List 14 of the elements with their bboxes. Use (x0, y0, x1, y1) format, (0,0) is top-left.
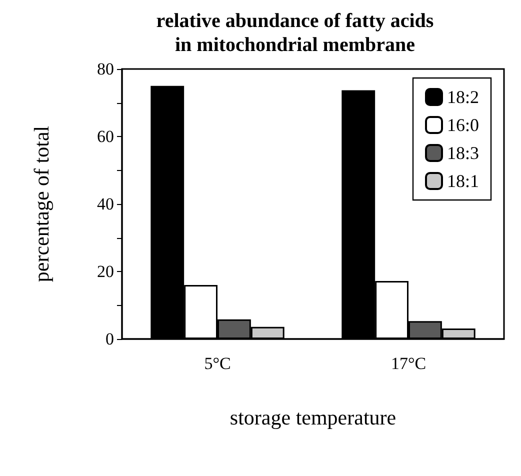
legend-label: 18:1 (447, 171, 480, 191)
y-tick-label: 40 (97, 194, 114, 214)
legend-label: 18:3 (447, 143, 480, 163)
y-tick-label: 80 (97, 60, 114, 78)
y-tick-label: 0 (106, 330, 114, 348)
legend-label: 16:0 (447, 115, 480, 135)
legend-label: 18:2 (447, 87, 480, 107)
x-tick-label: 17°C (390, 354, 426, 373)
y-tick-label: 20 (97, 262, 114, 281)
y-axis-title: percentage of total (30, 126, 54, 282)
chart-title: relative abundance of fatty acids in mitochondrial membrane (156, 10, 434, 56)
y-tick-label: 60 (97, 127, 114, 146)
x-axis-title: storage temperature (230, 406, 396, 430)
x-tick-label: 5°C (204, 354, 231, 373)
